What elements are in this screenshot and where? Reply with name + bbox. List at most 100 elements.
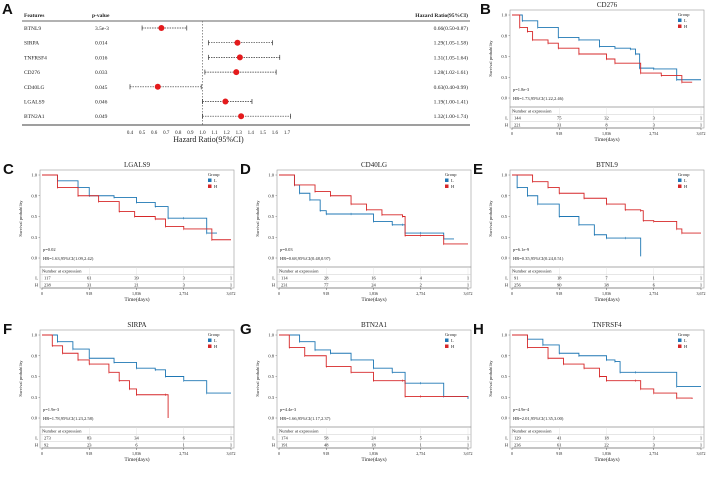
x-tick-label: 0.4 [127, 131, 134, 136]
risk-count-low: 39 [134, 276, 139, 281]
y-tick-label: 0.5 [501, 374, 507, 379]
risk-count-low: 6 [183, 436, 186, 441]
risk-count-high: 1 [420, 443, 422, 448]
legend-swatch-low [678, 18, 682, 22]
legend-swatch-high [208, 184, 212, 188]
survival-curve-low [512, 174, 642, 257]
km-title: LGALS9 [124, 161, 151, 169]
risk-row-label-high: H [272, 443, 276, 448]
hazard-ratio-text: HR=1.73,95%CI(1.22,2.46) [513, 96, 564, 102]
risk-count-low: 1 [467, 436, 469, 441]
risk-count-low: 129 [514, 436, 522, 441]
legend-title: Group [208, 172, 220, 177]
survival-curve-high [42, 174, 231, 241]
risk-count-high: 61 [557, 443, 562, 448]
y-tick-label: 0.5 [501, 54, 507, 59]
x-tick-label: 0.5 [139, 131, 146, 136]
panel-letter: H [473, 321, 484, 338]
plot-frame [509, 169, 705, 268]
risk-count-high: 8 [605, 123, 608, 128]
legend-title: Group [445, 332, 457, 337]
legend-title: Group [678, 12, 690, 17]
x-tick-label: 2,754 [649, 291, 658, 297]
risk-count-low: 4 [420, 276, 423, 281]
km-title: CD276 [597, 1, 618, 9]
x-axis-label: Time(days) [594, 456, 619, 463]
y-axis-label: Survival probability [18, 360, 23, 397]
risk-count-high: 21 [134, 283, 139, 288]
panel-letter: E [473, 161, 483, 178]
y-axis-label: Survival probability [255, 360, 260, 397]
legend-label-low: L [451, 178, 454, 183]
risk-table-header: Number at expression [42, 429, 82, 434]
p-value-text: p=4.4e-3 [280, 407, 297, 412]
risk-count-high: 48 [324, 443, 329, 448]
x-tick-label: 0.7 [163, 131, 170, 136]
risk-count-high: 22 [604, 443, 609, 448]
risk-count-low: 114 [281, 276, 288, 281]
x-tick-label: 1,836 [369, 451, 378, 457]
legend-label-low: L [684, 18, 687, 23]
km-panel-lgals9: C LGALS9 0.0 0.3 0.5 0.8 1.0 Survival probabili… [3, 161, 236, 303]
feature-label: CD276 [24, 70, 40, 76]
y-tick-label: 0.8 [501, 353, 507, 358]
legend-label-low: L [214, 178, 217, 183]
risk-count-high: 236 [514, 443, 522, 448]
risk-count-low: 1 [230, 276, 232, 281]
hazard-ratio-text: HR=0.68,95%CI(0.48,0.97) [280, 256, 331, 262]
km-panel-btn2a1: G BTN2A1 0.0 0.3 0.5 0.8 1.0 Survival probabili… [240, 321, 473, 463]
risk-count-high: 231 [281, 283, 288, 288]
risk-count-low: 28 [324, 276, 329, 281]
risk-count-low: 273 [44, 436, 52, 441]
hr-point [236, 54, 243, 61]
hr-point [154, 83, 161, 90]
legend-title: Group [445, 172, 457, 177]
risk-count-high: 1 [700, 123, 702, 128]
risk-count-high: 1 [700, 283, 702, 288]
x-tick-label: 1.6 [272, 131, 279, 136]
risk-count-high: 23 [87, 443, 92, 448]
risk-count-low: 1 [700, 436, 702, 441]
p-value: 0.033 [95, 70, 108, 76]
survival-curve-low [279, 334, 469, 399]
risk-count-high: 3 [183, 283, 186, 288]
x-tick-label: 918 [556, 131, 562, 136]
risk-row-label-low: L [272, 436, 275, 441]
risk-count-low: 41 [557, 436, 562, 441]
p-value-text: p=1.9e-3 [43, 407, 60, 412]
risk-count-low: 1 [653, 276, 655, 281]
survival-curve-high [42, 334, 169, 418]
risk-count-high: 1 [467, 443, 469, 448]
legend-title: Group [678, 172, 690, 177]
survival-curve-high [512, 14, 693, 83]
risk-count-low: 1 [467, 276, 469, 281]
hazard-ratio-text: HR=2.01,95%CI(1.35,3.00) [513, 416, 564, 422]
legend-swatch-low [208, 338, 212, 342]
y-axis-label: Survival probability [255, 200, 260, 237]
plot-frame [39, 329, 235, 428]
risk-count-low: 61 [87, 276, 92, 281]
km-title: BTNL9 [596, 161, 618, 169]
risk-count-high: 6 [135, 443, 138, 448]
risk-count-low: 1 [700, 276, 702, 281]
forest-row: CD276 0.033 1.28(1.02-1.61) [24, 69, 468, 76]
y-tick-label: 0.3 [501, 75, 507, 80]
risk-count-low: 16 [371, 276, 376, 281]
survival-curve-low [42, 174, 217, 234]
y-tick-label: 0.0 [31, 256, 37, 261]
plot-frame [509, 9, 705, 108]
y-tick-label: 0.3 [31, 395, 37, 400]
risk-count-high: 77 [324, 283, 329, 288]
risk-row-label-high: H [35, 443, 39, 448]
x-tick-label: 1,836 [602, 291, 611, 297]
risk-count-high: 1 [230, 443, 232, 448]
p-value: 0.014 [95, 41, 108, 47]
feature-label: TNFRSF4 [24, 55, 47, 61]
risk-row-label-high: H [272, 283, 276, 288]
p-value: 0.049 [95, 114, 108, 120]
x-axis-label: Time(days) [594, 136, 619, 143]
p-value-text: p=1.8e-3 [513, 87, 530, 92]
hazard-ratio-text: 1.31(1.05-1.64) [434, 54, 469, 61]
survival-curve-low [42, 334, 231, 394]
